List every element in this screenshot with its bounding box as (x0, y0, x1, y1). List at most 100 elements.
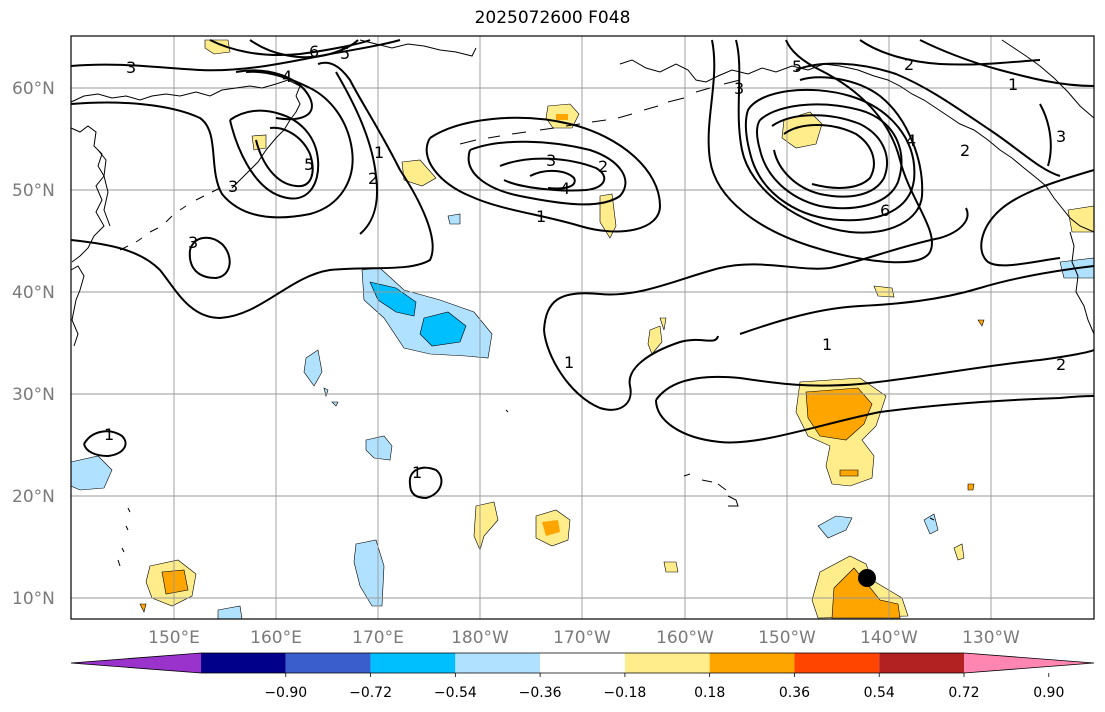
map-title: 2025072600 F048 (474, 8, 631, 28)
colorbar-tick-label: 0.90 (1033, 685, 1064, 701)
colorbar-tick-label: −0.72 (349, 685, 392, 701)
contour-label: 5 (304, 155, 314, 174)
contour-label: 4 (906, 131, 916, 150)
contour-line (919, 39, 1095, 87)
coastline-canada (1001, 39, 1095, 119)
colorbar-tick-label: −0.54 (434, 685, 477, 701)
contour-line (467, 140, 627, 206)
contour-label: 2 (904, 55, 914, 74)
coastline-alaska (619, 59, 1095, 233)
contour-line (255, 126, 314, 188)
colorbar-tick-label: 0.36 (779, 685, 810, 701)
map-background (71, 36, 1094, 619)
lat-label: 50°N (12, 181, 55, 201)
coastline-asia (70, 79, 301, 103)
contour-label: 3 (546, 151, 556, 170)
contour-labels: 3 6 5 4 3 5 1 2 3 3 2 4 1 2 3 5 4 6 1 1 … (104, 42, 1066, 482)
contour-label: 1 (1008, 75, 1018, 94)
contour-label: 2 (598, 157, 608, 176)
contour-line (335, 71, 378, 235)
shade-positive-patch (781, 111, 823, 149)
colorbar-tick-label: −0.36 (519, 685, 562, 701)
colorbar-swatch (455, 653, 541, 673)
contour-line (408, 466, 443, 500)
lon-label: 160°E (250, 628, 302, 648)
coastline-kuril (119, 187, 221, 251)
lat-label: 10°N (12, 589, 55, 609)
shade-positive-patch (204, 39, 231, 55)
latitude-labels: 60°N 50°N 40°N 30°N 20°N 10°N (12, 79, 55, 609)
coastline-hawaii (683, 473, 739, 507)
contour-line (83, 430, 127, 458)
contour-label: 5 (792, 57, 802, 76)
contour-line (795, 62, 1061, 177)
contour-line (209, 39, 371, 57)
contour-label: 3 (734, 79, 744, 98)
contour-line (859, 39, 1041, 66)
shade-positive-patch (953, 543, 965, 561)
coastlines (70, 39, 1095, 567)
shade-positive-patch (977, 319, 985, 327)
contour-line (229, 109, 320, 200)
shade-positive-patch (805, 387, 873, 441)
coastline-kamchatka (231, 95, 301, 189)
colorbar-tick-label: 0.18 (694, 685, 725, 701)
contour-label: 1 (822, 335, 832, 354)
lon-label: 170°E (352, 628, 404, 648)
shade-negative-patch (447, 213, 461, 225)
colorbar-tick-label: −0.18 (603, 685, 646, 701)
lat-label: 20°N (12, 487, 55, 507)
map-panel: 3 6 5 4 3 5 1 2 3 3 2 4 1 2 3 5 4 6 1 1 … (70, 35, 1095, 620)
contour-line (980, 169, 1095, 267)
shade-positive-patch (659, 317, 667, 331)
shade-positive-patch (556, 114, 568, 120)
colorbar-swatch (624, 653, 710, 673)
shade-negative-patch (923, 513, 939, 535)
lon-label: 160°W (656, 628, 714, 648)
shade-positive-patch (139, 603, 147, 613)
contour-line (739, 265, 1095, 335)
longitude-labels: 150°E 160°E 170°E 180°W 170°W 160°W 150°… (148, 628, 1020, 648)
colorbar-swatch (285, 653, 371, 673)
shade-positive-patch (839, 469, 859, 477)
lon-label: 140°W (860, 628, 918, 648)
contour-line (543, 329, 719, 411)
shade-negative-patch (331, 401, 339, 407)
contour-label: 2 (1056, 355, 1066, 374)
height-contours (70, 39, 1095, 500)
shade-negative-patch (303, 349, 323, 387)
coastline-islands (505, 409, 935, 521)
contour-line (70, 61, 434, 320)
map-frame (70, 35, 1095, 620)
colorbar-outline (70, 652, 1095, 674)
contour-line (655, 395, 1095, 444)
coastline-sakhalin (97, 149, 111, 227)
colorbar-swatch (794, 653, 880, 673)
lat-label: 60°N (12, 79, 55, 99)
lon-label: 170°W (553, 628, 611, 648)
colorbar-tick-label: −0.90 (264, 685, 307, 701)
shade-positive-patch (663, 561, 679, 573)
shade-negative-patch (419, 311, 467, 347)
contour-label: 4 (560, 179, 570, 198)
contour-line (771, 114, 888, 198)
contour-label: 1 (536, 207, 546, 226)
coastline-west-coast (1069, 231, 1095, 335)
colorbar-tick-label: 0.54 (864, 685, 895, 701)
contour-label: 6 (880, 201, 890, 220)
contour-label: 6 (309, 42, 319, 61)
contour-label: 1 (104, 425, 114, 444)
lon-label: 130°W (962, 628, 1020, 648)
shade-negative-patch (323, 387, 329, 398)
contour-label: 2 (368, 169, 378, 188)
shade-negative-patch (353, 539, 385, 607)
colorbar-tick-label: 0.72 (948, 685, 979, 701)
shade-positive-patch (967, 483, 975, 491)
lon-label: 150°E (148, 628, 200, 648)
coastline-marianas (117, 507, 131, 567)
contour-line (425, 116, 662, 233)
colorbar-swatch (540, 653, 625, 673)
contour-line (188, 236, 231, 280)
colorbar-swatch (370, 653, 456, 673)
